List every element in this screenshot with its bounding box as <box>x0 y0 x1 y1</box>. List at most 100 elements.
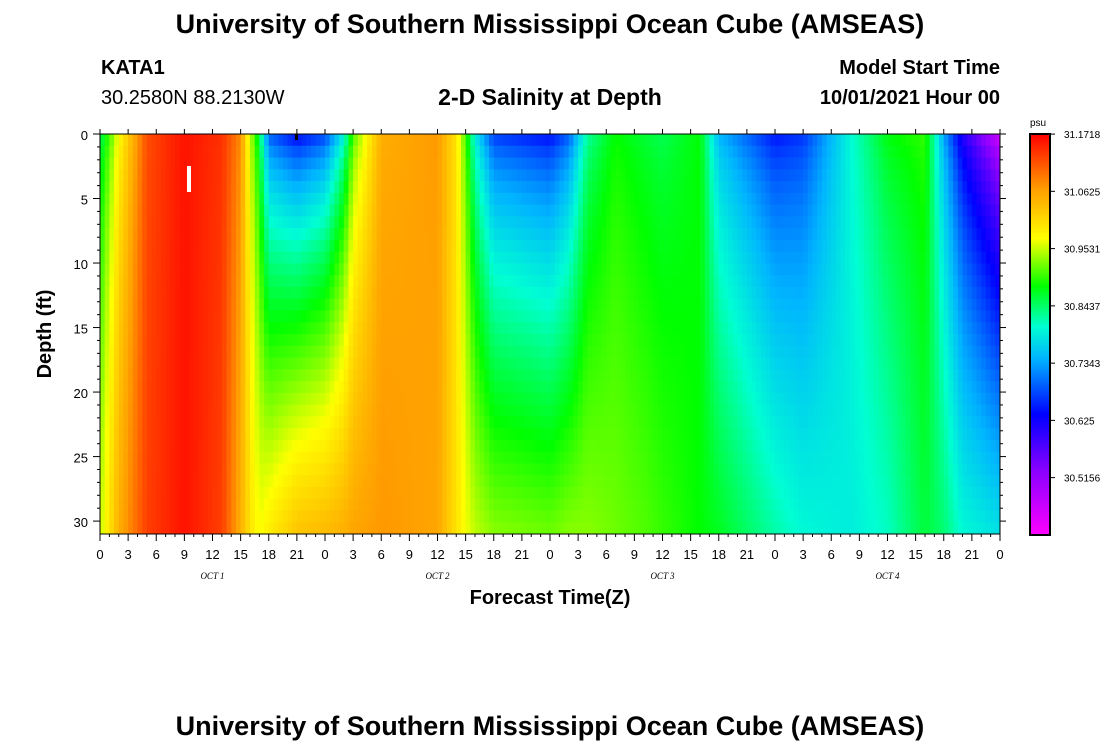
heatmap-cell <box>456 404 462 417</box>
heatmap-cell <box>414 192 420 206</box>
heatmap-cell <box>432 334 439 347</box>
heatmap-cell <box>423 263 429 276</box>
heatmap-cell <box>671 334 678 347</box>
heatmap-cell <box>282 157 289 170</box>
heatmap-cell <box>610 251 617 265</box>
heatmap-cell <box>535 298 542 312</box>
heatmap-cell <box>653 428 659 441</box>
heatmap-cell <box>203 228 209 241</box>
heatmap-cell <box>465 404 471 417</box>
heatmap-cell <box>540 298 546 312</box>
heatmap-cell <box>367 486 373 500</box>
heatmap-cell <box>550 251 556 265</box>
heatmap-cell <box>212 439 218 453</box>
heatmap-cell <box>657 404 664 417</box>
heatmap-cell <box>625 157 631 170</box>
heatmap-cell <box>254 392 260 406</box>
heatmap-cell <box>189 357 195 370</box>
heatmap-cell <box>165 486 171 500</box>
heatmap-cell <box>484 463 490 476</box>
heatmap-cell <box>367 216 373 229</box>
heatmap-cell <box>142 181 148 194</box>
heatmap-cell <box>203 357 209 370</box>
heatmap-cell <box>531 451 537 465</box>
heatmap-cell <box>278 322 284 335</box>
heatmap-cell <box>170 298 176 312</box>
heatmap-cell <box>353 322 359 335</box>
heatmap-cell <box>315 404 321 417</box>
heatmap-cell <box>770 169 776 182</box>
heatmap-cell <box>348 357 354 370</box>
heatmap-cell <box>784 169 790 182</box>
heatmap-cell <box>446 345 453 359</box>
heatmap-cell <box>142 522 148 534</box>
heatmap-cell <box>639 392 645 406</box>
heatmap-cell <box>320 475 326 488</box>
heatmap-cell <box>760 498 767 512</box>
heatmap-cell <box>339 145 345 159</box>
heatmap-cell <box>221 134 228 147</box>
heatmap-cell <box>343 310 350 323</box>
heatmap-cell <box>559 298 565 312</box>
heatmap-cell <box>779 486 785 500</box>
heatmap-cell <box>732 298 739 312</box>
heatmap-cell <box>160 369 167 382</box>
heatmap-cell <box>671 192 678 206</box>
heatmap-cell <box>732 522 739 534</box>
heatmap-cell <box>756 345 762 359</box>
heatmap-cell <box>775 522 781 534</box>
heatmap-cell <box>517 369 523 382</box>
heatmap-cell <box>610 286 617 300</box>
heatmap-cell <box>334 498 340 512</box>
heatmap-cell <box>784 145 790 159</box>
heatmap-cell <box>156 416 162 429</box>
heatmap-cell <box>681 145 687 159</box>
heatmap-cell <box>376 181 382 194</box>
heatmap-cell <box>751 369 757 382</box>
heatmap-cell <box>118 357 125 370</box>
heatmap-cell <box>784 334 790 347</box>
heatmap-cell <box>662 381 668 394</box>
heatmap-cell <box>498 204 504 217</box>
heatmap-cell <box>160 334 167 347</box>
heatmap-cell <box>521 416 528 429</box>
heatmap-cell <box>714 157 720 170</box>
heatmap-cell <box>250 475 256 488</box>
heatmap-cell <box>685 416 692 429</box>
heatmap-cell <box>156 251 162 265</box>
heatmap-cell <box>564 169 570 182</box>
heatmap-cell <box>123 228 129 241</box>
heatmap-cell <box>146 381 153 394</box>
heatmap-cell <box>123 157 129 170</box>
heatmap-cell <box>620 498 626 512</box>
heatmap-cell <box>357 298 364 312</box>
heatmap-cell <box>151 357 157 370</box>
heatmap-cell <box>118 310 125 323</box>
heatmap-cell <box>414 286 420 300</box>
heatmap-cell <box>568 416 575 429</box>
heatmap-cell <box>320 357 326 370</box>
heatmap-cell <box>207 475 214 488</box>
heatmap-cell <box>109 157 115 170</box>
heatmap-cell <box>245 416 251 429</box>
heatmap-cell <box>475 251 481 265</box>
heatmap-cell <box>353 228 359 241</box>
heatmap-cell <box>414 322 420 335</box>
heatmap-cell <box>306 145 312 159</box>
heatmap-cell <box>498 334 504 347</box>
heatmap-cell <box>278 357 284 370</box>
heatmap-cell <box>160 510 167 523</box>
heatmap-cell <box>203 134 209 147</box>
heatmap-cell <box>653 357 659 370</box>
heatmap-cell <box>564 134 570 147</box>
heatmap-cell <box>146 510 153 523</box>
heatmap-cell <box>578 416 584 429</box>
heatmap-cell <box>320 416 326 429</box>
heatmap-cell <box>207 428 214 441</box>
heatmap-cell <box>320 145 326 159</box>
heatmap-cell <box>728 192 734 206</box>
heatmap-cell <box>629 216 635 229</box>
heatmap-cell <box>409 475 415 488</box>
heatmap-cell <box>273 275 279 288</box>
heatmap-cell <box>287 239 293 253</box>
